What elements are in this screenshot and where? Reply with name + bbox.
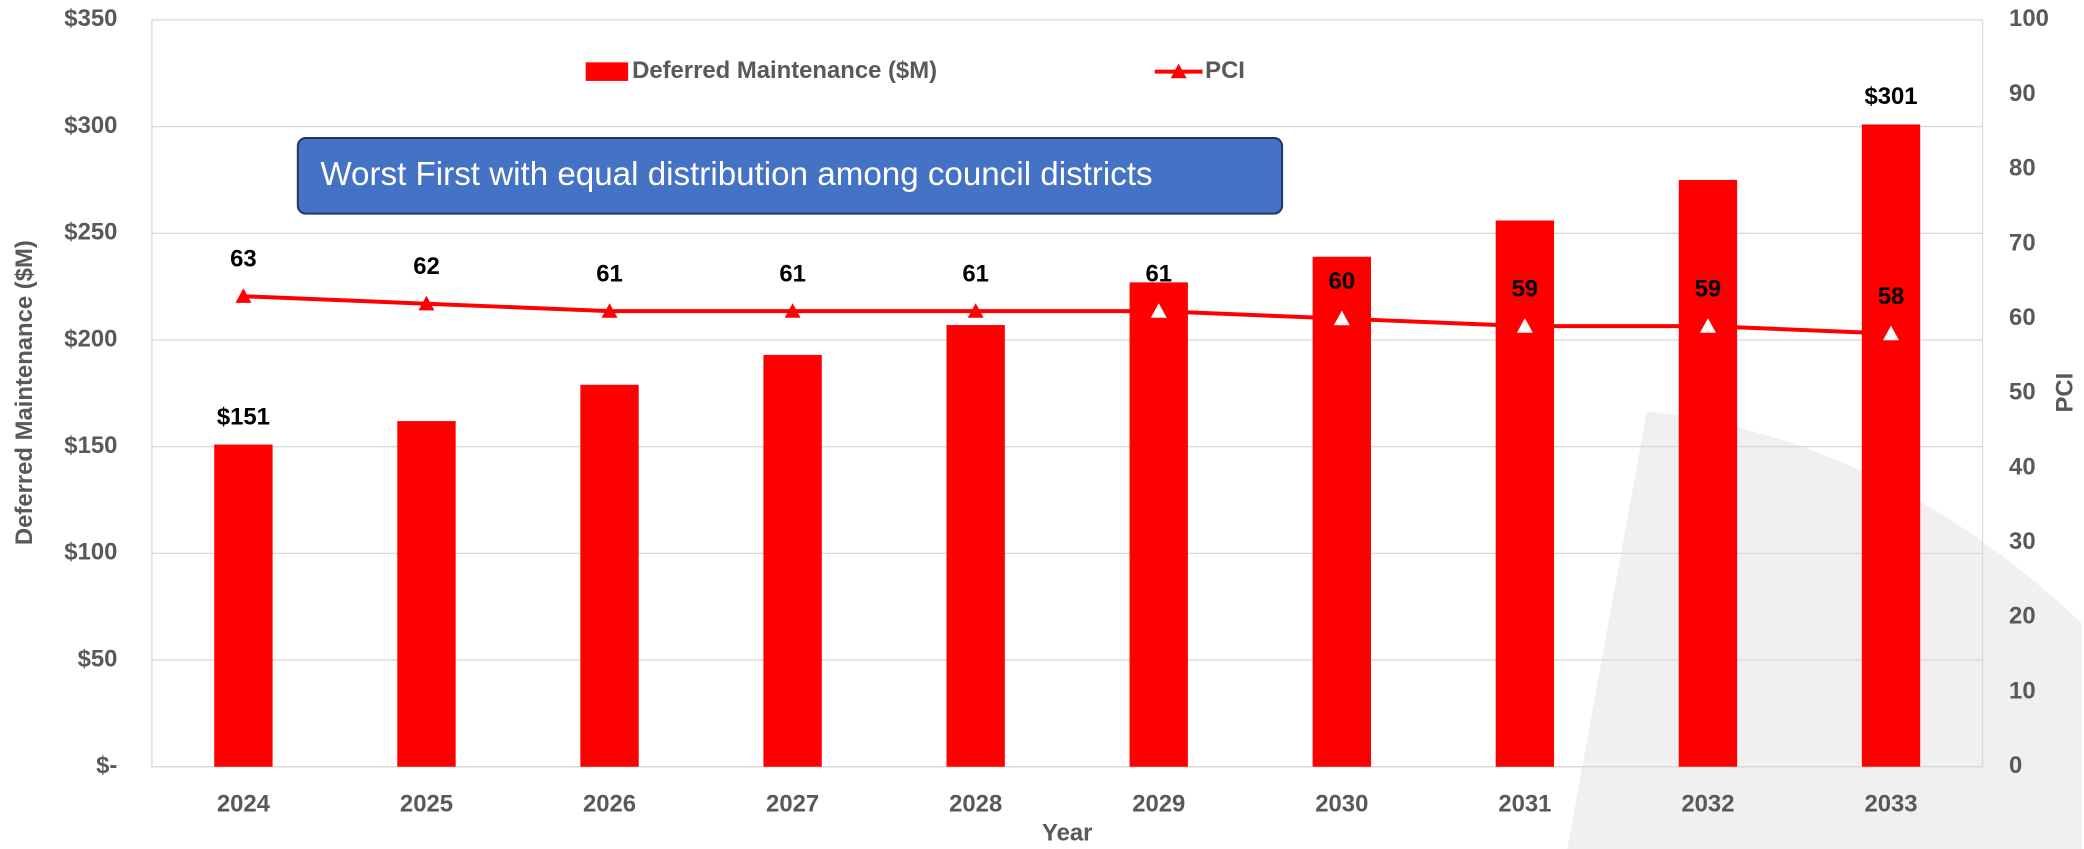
y2-tick-label: 20 <box>2009 603 2036 630</box>
annotation-box <box>296 136 1284 215</box>
marker <box>235 288 252 303</box>
x-tick-label: 2027 <box>766 791 819 818</box>
y2-tick-label: 50 <box>2009 379 2036 406</box>
bar <box>1312 256 1371 767</box>
y-tick-label: $100 <box>64 539 117 566</box>
marker <box>1150 303 1167 318</box>
legend-label: Deferred Maintenance ($M) <box>632 57 937 84</box>
marker <box>967 303 984 318</box>
data-label: 61 <box>596 261 623 288</box>
y2-axis-title: PCI <box>2051 373 2078 413</box>
bar <box>1129 282 1188 767</box>
bar <box>1678 179 1738 767</box>
marker <box>1333 310 1350 326</box>
y2-tick-label: 90 <box>2009 80 2036 107</box>
y2-tick-label: 70 <box>2009 229 2036 256</box>
bar <box>397 421 456 767</box>
x-tick-label: 2028 <box>949 791 1002 818</box>
bar <box>763 354 822 767</box>
bar <box>580 384 639 767</box>
data-label: 61 <box>1145 261 1172 288</box>
y-tick-label: $50 <box>78 645 118 672</box>
marker <box>1699 318 1716 333</box>
x-tick-label: 2025 <box>400 791 453 818</box>
x-tick-label: 2033 <box>1864 791 1917 818</box>
bar <box>214 444 273 767</box>
x-tick-label: 2030 <box>1315 791 1368 818</box>
marker <box>1516 318 1533 333</box>
x-tick-label: 2029 <box>1132 791 1185 818</box>
y-tick-label: $- <box>96 752 117 779</box>
x-tick-label: 2032 <box>1681 791 1734 818</box>
y2-tick-label: 60 <box>2009 304 2036 331</box>
y2-tick-label: 0 <box>2009 752 2022 779</box>
legend-swatch <box>585 62 629 81</box>
data-label: $151 <box>217 403 270 430</box>
data-label: 59 <box>1512 276 1539 303</box>
marker <box>418 295 435 311</box>
bar <box>1861 124 1921 767</box>
x-tick-label: 2024 <box>217 791 271 818</box>
bar <box>946 325 1005 767</box>
y-axis-title: Deferred Maintenance ($M) <box>11 240 38 545</box>
y-tick-label: $150 <box>64 432 117 459</box>
y2-tick-label: 10 <box>2009 677 2036 704</box>
data-label: 60 <box>1329 268 1356 295</box>
y-tick-label: $200 <box>64 325 117 352</box>
data-label: 61 <box>779 261 806 288</box>
legend-marker <box>1170 63 1187 79</box>
data-label: 59 <box>1695 276 1722 303</box>
annotation: Worst First with equal distribution amon… <box>320 156 1152 193</box>
y-tick-label: $350 <box>64 5 117 32</box>
data-label: 63 <box>230 246 257 273</box>
y2-tick-label: 100 <box>2009 5 2049 32</box>
y-tick-label: $300 <box>64 112 117 139</box>
line <box>243 294 1892 336</box>
marker <box>601 303 618 318</box>
marker <box>784 303 801 318</box>
y2-tick-label: 30 <box>2009 528 2036 555</box>
x-tick-label: 2026 <box>583 791 636 818</box>
y2-tick-label: 80 <box>2009 155 2036 182</box>
bar <box>1495 220 1555 767</box>
data-label: 62 <box>413 253 440 280</box>
watermark <box>1567 411 2083 849</box>
data-label: $301 <box>1864 83 1917 110</box>
y2-tick-label: 40 <box>2009 453 2036 480</box>
y-tick-label: $250 <box>64 219 117 246</box>
x-tick-label: 2031 <box>1498 791 1551 818</box>
legend-label: PCI <box>1205 57 1245 84</box>
x-axis-title: Year <box>1042 820 1092 847</box>
data-label: 61 <box>962 261 989 288</box>
data-label: 58 <box>1878 283 1905 310</box>
marker <box>1883 325 1899 341</box>
